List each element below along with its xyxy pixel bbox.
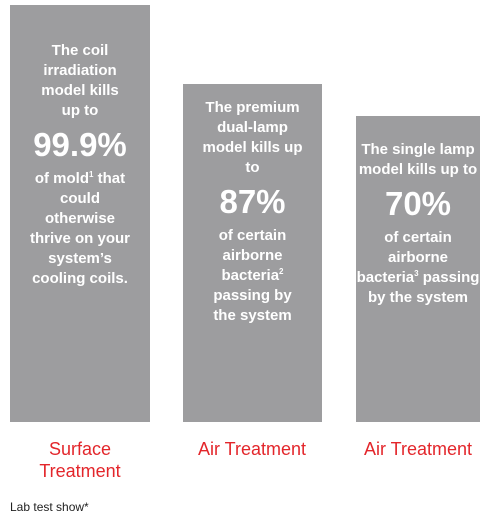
note: 3 bbox=[414, 269, 419, 278]
detail: of mold1 that could otherwise thrive on … bbox=[30, 169, 130, 289]
panel-label: Air Treatment bbox=[363, 439, 473, 459]
detail-start: of mold bbox=[34, 170, 90, 187]
intro: The single lamp model kills up to bbox=[358, 141, 478, 178]
intro: The premium dual-lamp model kills up to bbox=[202, 99, 303, 176]
stat: 99.9% bbox=[33, 126, 127, 163]
detail-start: of certain airborne bacteria bbox=[356, 229, 452, 286]
panel: The coil irradiation model kills up to 9… bbox=[10, 5, 150, 422]
detail: of certain airborne bacteria3 passing by… bbox=[356, 228, 480, 308]
detail-end: passing by the system bbox=[213, 287, 292, 324]
detail: of certain airborne bacteria2 passing by… bbox=[201, 226, 305, 326]
panel-label: Air Treatment bbox=[197, 439, 307, 459]
footer: Lab test show* bbox=[10, 500, 89, 514]
panel-label: Surface Treatment bbox=[39, 439, 121, 481]
panel: The single lamp model kills up to 70% of… bbox=[356, 116, 480, 422]
detail-end: that could otherwise thrive on your syst… bbox=[30, 170, 131, 287]
note: 1 bbox=[89, 170, 94, 179]
detail-end: passing by the system bbox=[367, 269, 480, 306]
intro: The coil irradiation model kills up to bbox=[41, 42, 119, 119]
stat: 87% bbox=[219, 183, 286, 220]
note: 2 bbox=[279, 267, 284, 276]
panel: The premium dual-lamp model kills up to … bbox=[183, 84, 322, 422]
detail-start: of certain airborne bacteria bbox=[218, 227, 287, 284]
stat: 70% bbox=[384, 185, 452, 222]
